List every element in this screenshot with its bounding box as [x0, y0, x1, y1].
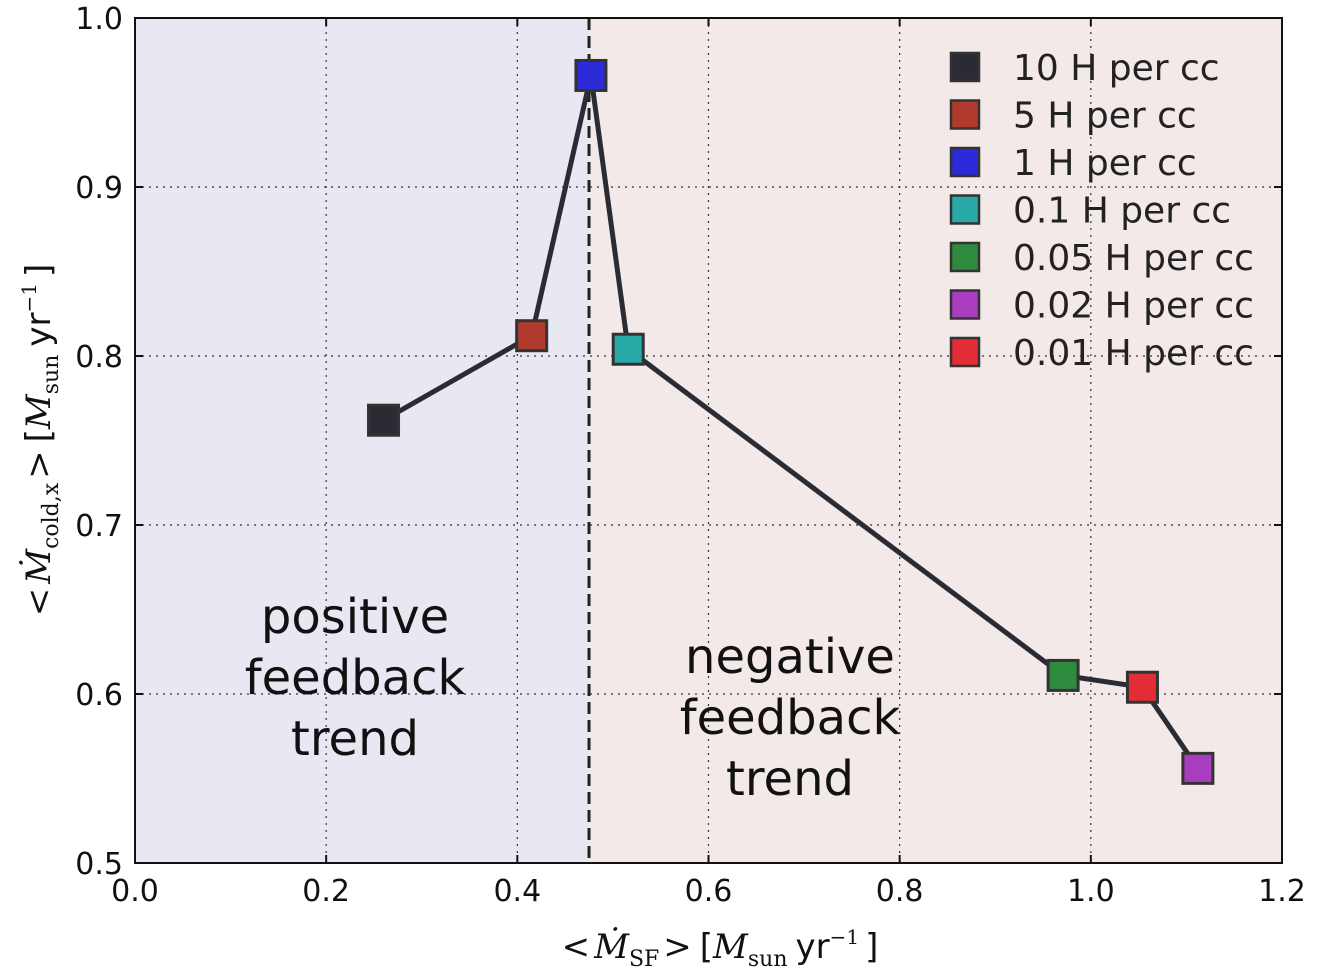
- legend-label: 0.05 H per cc: [1013, 238, 1254, 279]
- legend-swatch: [949, 241, 981, 273]
- y-tick-label: 0.7: [75, 509, 123, 544]
- marker-0-1-h-per-cc: [611, 332, 645, 366]
- y-axis-label: <Ṁcold,x>[Msunyr−1]: [17, 264, 64, 617]
- x-tick-label: 0.0: [111, 874, 159, 909]
- y-tick-label: 0.5: [75, 847, 123, 882]
- data-markers: [367, 58, 1215, 785]
- positive-annotation-line: trend: [291, 711, 419, 767]
- x-tick-label: 1.2: [1258, 874, 1306, 909]
- marker-0-01-h-per-cc: [1125, 670, 1159, 704]
- legend-label: 1 H per cc: [1013, 143, 1197, 184]
- legend-label: 0.1 H per cc: [1013, 191, 1231, 232]
- x-axis-label: < ṀSF > [Msun yr−1]: [562, 925, 879, 972]
- legend-label: 5 H per cc: [1013, 96, 1197, 137]
- legend-swatch: [949, 289, 981, 320]
- negative-annotation-line: feedback: [680, 690, 901, 746]
- marker-0-05-h-per-cc: [1046, 658, 1080, 692]
- region-annotations: positivefeedbacktrendnegativefeedbacktre…: [245, 589, 901, 807]
- marker-0-02-h-per-cc: [1181, 751, 1215, 785]
- y-tick-label: 0.6: [75, 678, 123, 713]
- legend-swatch: [949, 99, 981, 130]
- positive-annotation-line: feedback: [245, 650, 466, 706]
- legend-swatch: [949, 336, 981, 368]
- legend-swatch: [949, 194, 981, 225]
- gridlines: [135, 18, 1282, 863]
- y-tick-label: 0.9: [75, 171, 123, 206]
- negative-annotation-line: trend: [726, 751, 854, 807]
- x-tick-label: 1.0: [1067, 874, 1115, 909]
- legend-label: 0.01 H per cc: [1013, 333, 1254, 374]
- legend: 10 H per cc 5 H per cc 1 H per cc 0.1 H per…: [949, 48, 1254, 374]
- legend-label: 10 H per cc: [1013, 48, 1220, 89]
- x-tick-label: 0.4: [493, 874, 541, 909]
- y-ticks: 0.5 0.6 0.7 0.8 0.9 1.0: [75, 2, 1282, 882]
- negative-annotation-line: negative: [685, 629, 895, 685]
- marker-1-h-per-cc: [574, 58, 608, 92]
- x-ticks: 0.0 0.2 0.4 0.6 0.8 1.0 1.2: [111, 18, 1306, 909]
- marker-10-h-per-cc: [367, 403, 401, 437]
- x-tick-label: 0.2: [302, 874, 350, 909]
- positive-annotation-line: positive: [261, 589, 449, 645]
- plot-regions: [135, 18, 1282, 863]
- legend-swatch: [949, 146, 981, 178]
- legend-swatch: [949, 51, 981, 83]
- positive-region: [135, 18, 590, 863]
- x-tick-label: 0.6: [685, 874, 733, 909]
- y-tick-label: 0.8: [75, 340, 123, 375]
- legend-label: 0.02 H per cc: [1013, 286, 1254, 327]
- x-tick-label: 0.8: [876, 874, 924, 909]
- y-tick-label: 1.0: [75, 2, 123, 37]
- marker-5-h-per-cc: [515, 319, 549, 353]
